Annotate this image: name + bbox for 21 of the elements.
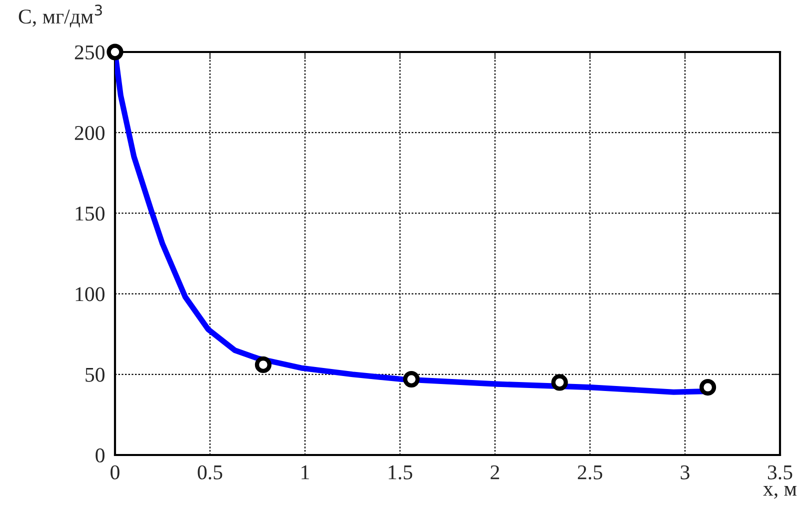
point bbox=[254, 356, 272, 374]
x-tick-label: 0 bbox=[110, 465, 120, 480]
y-tick-label: 200 bbox=[74, 126, 104, 140]
y-tick-label: 150 bbox=[76, 206, 104, 221]
x-tick-label: 1 bbox=[302, 465, 309, 480]
x-tick-label: 3.5 bbox=[768, 465, 792, 480]
x-axis-title: x, м bbox=[763, 486, 797, 499]
point bbox=[403, 370, 420, 388]
x-tick-label: 2 bbox=[490, 465, 500, 480]
y-tick-label: 100 bbox=[76, 287, 104, 302]
point bbox=[106, 44, 124, 60]
x-tick-label: 3 bbox=[680, 465, 690, 480]
x-tick-label: 2.5 bbox=[578, 465, 602, 480]
x-tick-label: 0.5 bbox=[198, 465, 222, 480]
y-tick-label: 50 bbox=[86, 368, 104, 382]
y-axis-title: C, мг/дм$^{3}$ bbox=[18, 4, 102, 28]
y-tick-label: 0 bbox=[96, 448, 104, 462]
x-tick-label: 1.5 bbox=[388, 465, 412, 480]
y-tick-label: 250 bbox=[74, 45, 104, 60]
point bbox=[551, 374, 568, 391]
point bbox=[700, 379, 716, 396]
